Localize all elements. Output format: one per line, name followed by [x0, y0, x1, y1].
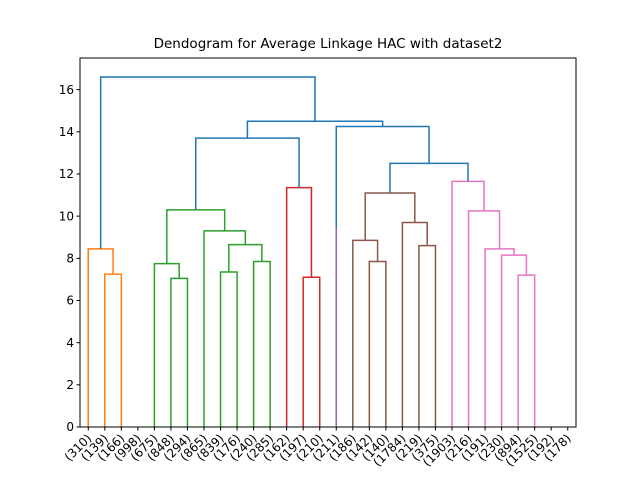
- y-tick-label: 16: [59, 83, 74, 97]
- y-tick-label: 0: [66, 420, 74, 434]
- dendrogram-link-26: [99, 76, 316, 249]
- dendrogram-link-1: [104, 273, 123, 427]
- dendrogram-link-24: [194, 137, 300, 210]
- y-axis: 0 2 4 6 8 10 12 14 16: [59, 83, 80, 434]
- dendrogram-link-8: [203, 230, 247, 427]
- plot-frame: [79, 57, 577, 428]
- dendrogram-link-3: [170, 277, 189, 427]
- dendrogram-link-17: [517, 274, 536, 427]
- chart-title: Dendogram for Average Linkage HAC with d…: [154, 36, 503, 52]
- dendrogram-link-7: [228, 243, 263, 273]
- dendrogram-link-15: [401, 221, 428, 427]
- dendrogram-link-14: [418, 244, 437, 427]
- y-tick-label: 2: [66, 378, 74, 392]
- dendrogram-link-2: [87, 248, 114, 427]
- dendrogram-link-22: [389, 162, 469, 193]
- y-tick-label: 10: [59, 209, 74, 223]
- y-tick-label: 14: [59, 125, 74, 139]
- y-tick-label: 4: [66, 336, 74, 350]
- dendrogram-link-19: [484, 248, 515, 427]
- dendrogram-link-16: [364, 192, 416, 241]
- dendrogram-link-4: [153, 262, 180, 427]
- y-tick-label: 8: [66, 252, 74, 266]
- y-tick-label: 12: [59, 167, 74, 181]
- dendrogram-links: [87, 76, 536, 427]
- y-tick-label: 6: [66, 294, 74, 308]
